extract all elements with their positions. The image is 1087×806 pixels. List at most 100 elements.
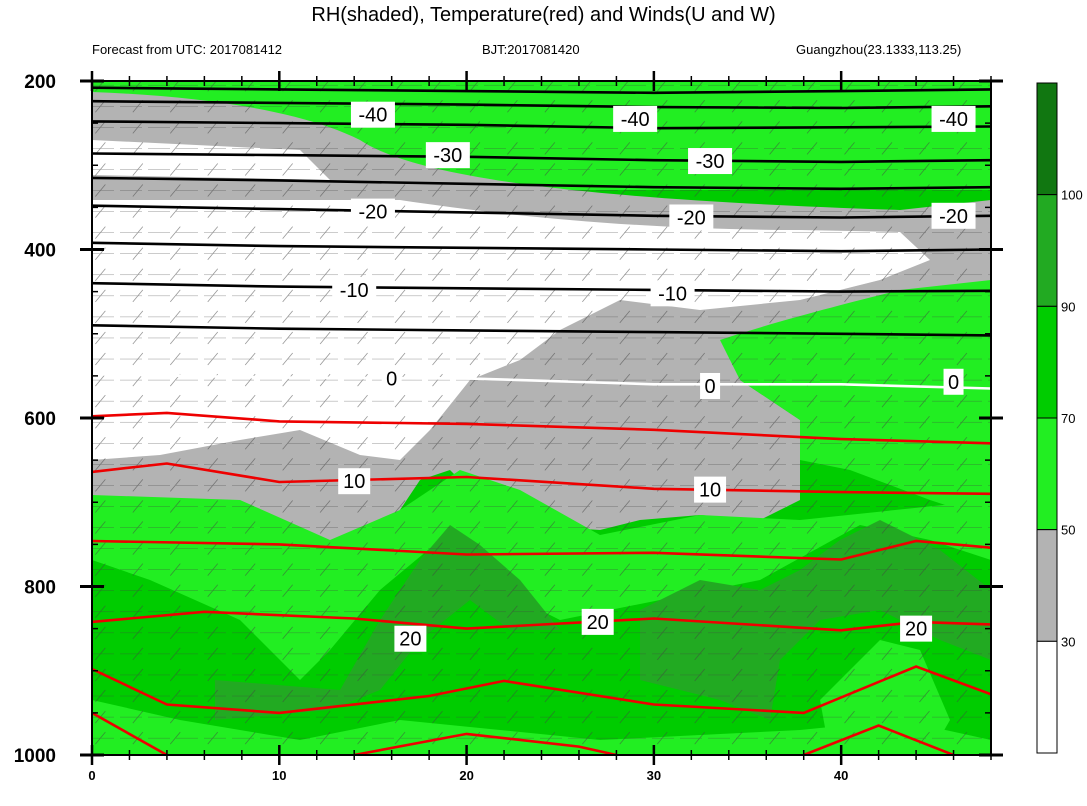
isotherm-line [92,372,991,390]
bjt-label: BJT:2017081420 [482,42,580,57]
location-label: Guangzhou(23.1333,113.25) [796,42,962,57]
wind-barb [169,500,181,513]
isotherm-label: 0 [948,372,959,394]
isotherm-label: -20 [358,202,387,224]
isotherm-label-box [931,202,976,229]
wind-barb [282,184,293,197]
isotherm-line [92,152,991,164]
wind-barb [169,521,181,534]
wind-barb [169,289,181,303]
isotherm-label-box [613,105,658,132]
colorbar-segment [1036,417,1058,531]
wind-barb [282,563,293,576]
rh-shading [92,81,991,755]
wind-barb [169,647,181,661]
wind-barb [282,268,293,282]
wind-barb [282,352,293,366]
colorbar-segment [1036,82,1058,196]
wind-barb [282,647,293,661]
isotherm-label: -10 [658,283,687,305]
wind-barb [282,394,293,408]
x-tick-label: 30 [647,768,661,783]
wind-barb [169,184,181,197]
isotherm-line [92,86,991,95]
y-tick-label: 200 [24,72,56,93]
wind-barb [282,710,293,724]
y-tick-label: 800 [24,578,56,599]
wind-barb [282,437,293,450]
colorbar-label: 100 [1061,188,1083,203]
wind-barb [169,415,181,429]
wind-barb [282,247,293,260]
wind-barb [169,394,181,408]
wind-barb [282,205,293,218]
wind-barb [282,626,293,640]
wind-barb [282,521,293,534]
isotherm-label-box [931,105,976,132]
wind-barb [282,373,293,387]
isotherm-label-box [350,198,395,225]
wind-barb [169,584,181,597]
isotherm-label: 0 [705,376,716,398]
isotherm-line [92,462,991,496]
wind-barb [169,142,181,155]
isotherm-label: -40 [939,109,968,131]
x-tick-label: 20 [459,768,473,783]
isotherm-label-box [694,476,727,503]
isotherm-line [92,204,991,219]
wind-barb [169,626,181,640]
wind-barb [282,458,293,471]
isotherm-label: 20 [399,629,421,651]
wind-barb [282,689,293,703]
isotherm-label: 0 [386,368,397,390]
isotherm-label: 20 [905,619,927,641]
wind-barb [169,352,181,366]
wind-barb [282,731,293,745]
wind-barb [169,310,181,324]
wind-barb [169,247,181,260]
x-tick-label: 40 [834,768,848,783]
isotherm-label-box [350,101,395,128]
isotherm-line [92,120,991,130]
isotherm-label-box [581,608,614,635]
wind-barb [169,163,181,176]
wind-barb [282,668,293,682]
wind-barb [169,542,181,555]
wind-barb [169,437,181,450]
wind-barb [282,310,293,324]
chart-title: RH(shaded), Temperature(red) and Winds(U… [311,4,776,26]
isotherm-label-box [381,365,402,392]
wind-barb [169,731,181,745]
isotherm-label-box [338,468,371,495]
isotherm-label-box [394,625,427,652]
wind-barb [282,584,293,597]
isotherm-line [92,176,991,191]
isotherms [92,86,991,755]
isotherm-label-box [943,368,964,395]
forecast-label: Forecast from UTC: 2017081412 [92,42,283,57]
y-tick-label: 400 [24,241,56,262]
colorbar-label: 30 [1061,634,1075,649]
wind-barb [169,479,181,492]
isotherm-labels: -40 -40 -40 -30 -30 -20 -20 -20 -10 -10 0 0 0 10 10 20 2… [332,101,976,652]
isotherm-label: -40 [358,105,387,127]
isotherm-label: -30 [696,151,725,173]
colorbar-label: 50 [1061,523,1075,538]
wind-barb [169,268,181,282]
x-axis: 0 10 20 30 40 [88,71,992,783]
wind-barb [169,689,181,703]
isotherm-label: -20 [677,207,706,229]
isotherm-line [92,99,991,110]
isotherm-line [92,281,991,293]
isotherm-label-box [332,276,377,303]
colorbar: 100 90 70 50 30 [1036,82,1083,754]
wind-barb [169,226,181,239]
colorbar-segment [1036,305,1058,419]
wind-barb [282,226,293,239]
wind-barb [169,331,181,345]
wind-barb [169,563,181,576]
isotherm-label: 20 [587,612,609,634]
wind-barb [282,163,293,176]
isotherm-line [353,732,617,755]
